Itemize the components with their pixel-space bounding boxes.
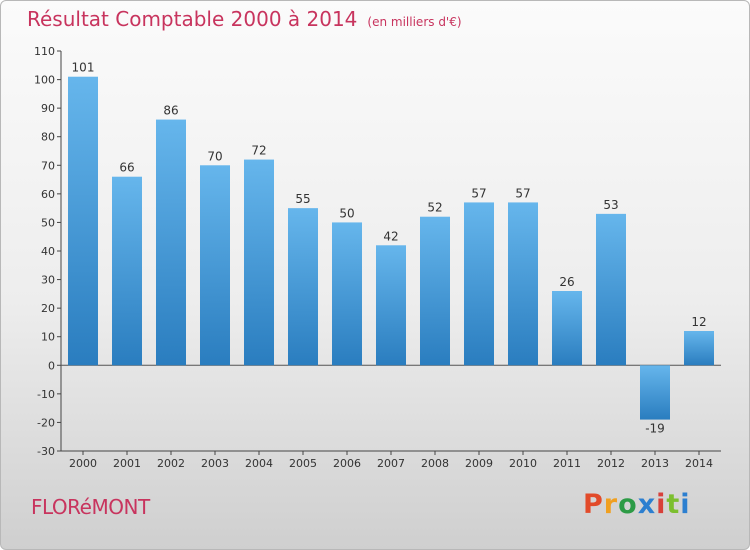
x-tick-label: 2012 [597, 457, 625, 470]
y-tick-label: -20 [37, 416, 55, 429]
data-label: 57 [471, 186, 486, 200]
x-tick-label: 2004 [245, 457, 273, 470]
data-label: 101 [72, 61, 95, 75]
y-tick-label: -30 [37, 445, 55, 458]
x-tick-label: 2001 [113, 457, 141, 470]
bar-2014 [684, 331, 714, 366]
data-label: 42 [383, 229, 398, 243]
y-tick-label: 70 [41, 159, 55, 172]
x-tick-label: 2002 [157, 457, 185, 470]
data-label: 50 [339, 206, 354, 220]
data-label: 53 [603, 198, 618, 212]
chart-unit: (en milliers d'€) [367, 15, 462, 29]
chart-title: Résultat Comptable 2000 à 2014 (en millie… [27, 7, 462, 31]
data-label: 86 [163, 104, 178, 118]
data-label: 66 [119, 161, 134, 175]
logo-letter: P [583, 489, 604, 520]
data-label: -19 [645, 422, 665, 436]
y-tick-label: 10 [41, 331, 55, 344]
bar-2010 [508, 202, 538, 366]
y-tick-label: 0 [48, 359, 55, 372]
logo-letter: o [618, 489, 638, 520]
bar-2011 [552, 291, 582, 366]
bar-2005 [288, 208, 318, 366]
chart-title-text: Résultat Comptable 2000 à 2014 [27, 7, 358, 31]
x-tick-label: 2013 [641, 457, 669, 470]
data-label: 52 [427, 201, 442, 215]
bar-2003 [200, 165, 230, 366]
y-tick-label: -10 [37, 388, 55, 401]
bar-2008 [420, 216, 450, 366]
bar-2009 [464, 202, 494, 366]
x-tick-label: 2009 [465, 457, 493, 470]
y-tick-label: 110 [34, 45, 55, 58]
y-tick-label: 80 [41, 131, 55, 144]
logo-letter: i [680, 489, 691, 520]
x-tick-label: 2000 [69, 457, 97, 470]
bar-2004 [244, 159, 274, 366]
x-tick-label: 2011 [553, 457, 581, 470]
y-tick-label: 90 [41, 102, 55, 115]
y-tick-label: 20 [41, 302, 55, 315]
bar-2007 [376, 245, 406, 366]
data-label: 72 [251, 144, 266, 158]
data-label: 57 [515, 186, 530, 200]
x-tick-label: 2006 [333, 457, 361, 470]
x-tick-label: 2003 [201, 457, 229, 470]
x-tick-label: 2005 [289, 457, 317, 470]
logo-letter: i [656, 489, 667, 520]
data-label: 26 [559, 275, 574, 289]
bar-2001 [112, 176, 142, 366]
y-tick-label: 30 [41, 274, 55, 287]
logo-letter: x [637, 489, 657, 520]
commune-name: FLORéMONT [31, 495, 150, 519]
y-tick-label: 60 [41, 188, 55, 201]
proxiti-logo[interactable]: Proxiti [583, 489, 691, 520]
bar-2013 [640, 365, 670, 420]
x-tick-label: 2010 [509, 457, 537, 470]
data-label: 70 [207, 149, 222, 163]
bar-2012 [596, 213, 626, 366]
bar-2002 [156, 119, 186, 366]
y-tick-label: 50 [41, 216, 55, 229]
bar-2000 [68, 76, 98, 366]
x-tick-label: 2008 [421, 457, 449, 470]
data-label: 12 [691, 315, 706, 329]
logo-letter: t [666, 489, 681, 520]
y-tick-label: 40 [41, 245, 55, 258]
x-tick-label: 2014 [685, 457, 713, 470]
x-tick-label: 2007 [377, 457, 405, 470]
logo-letter: r [603, 489, 619, 520]
data-label: 55 [295, 192, 310, 206]
bar-2006 [332, 222, 362, 366]
y-tick-label: 100 [34, 74, 55, 87]
